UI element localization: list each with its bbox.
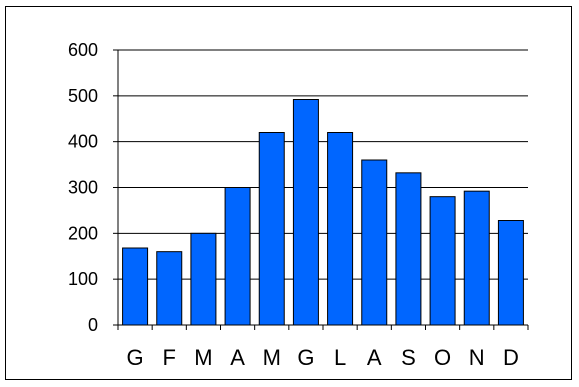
bar-3 xyxy=(224,187,251,326)
y-tick-label-0: 0 xyxy=(88,315,98,335)
axes xyxy=(113,49,529,330)
x-category-label-10: N xyxy=(469,345,485,370)
bar-1 xyxy=(156,251,183,326)
x-category-label-8: S xyxy=(401,345,416,370)
bar-11 xyxy=(497,220,524,326)
x-category-label-4: M xyxy=(263,345,281,370)
y-tick-labels: 0 100 200 300 400 500 600 xyxy=(68,40,98,335)
bar-10 xyxy=(463,190,490,326)
x-category-label-2: M xyxy=(194,345,212,370)
x-category-label-3: A xyxy=(230,345,245,370)
y-tick-label-400: 400 xyxy=(68,132,98,152)
x-category-label-5: G xyxy=(297,345,314,370)
bar-5 xyxy=(292,99,319,326)
y-tick-label-300: 300 xyxy=(68,178,98,198)
bars xyxy=(122,99,524,326)
x-category-label-7: A xyxy=(367,345,382,370)
bar-8 xyxy=(395,172,422,326)
y-tick-label-100: 100 xyxy=(68,269,98,289)
y-tick-label-500: 500 xyxy=(68,86,98,106)
bar-0 xyxy=(122,247,149,326)
y-tick-label-200: 200 xyxy=(68,223,98,243)
y-tick-label-600: 600 xyxy=(68,40,98,60)
x-category-label-9: O xyxy=(434,345,451,370)
bar-7 xyxy=(361,159,388,326)
bar-9 xyxy=(429,196,456,326)
bar-2 xyxy=(190,232,217,326)
x-category-label-11: D xyxy=(503,345,519,370)
bar-6 xyxy=(327,132,354,326)
x-category-label-6: L xyxy=(334,345,346,370)
gridlines xyxy=(118,49,528,280)
bar-4 xyxy=(258,132,285,326)
x-category-label-1: F xyxy=(163,345,176,370)
x-category-label-0: G xyxy=(127,345,144,370)
